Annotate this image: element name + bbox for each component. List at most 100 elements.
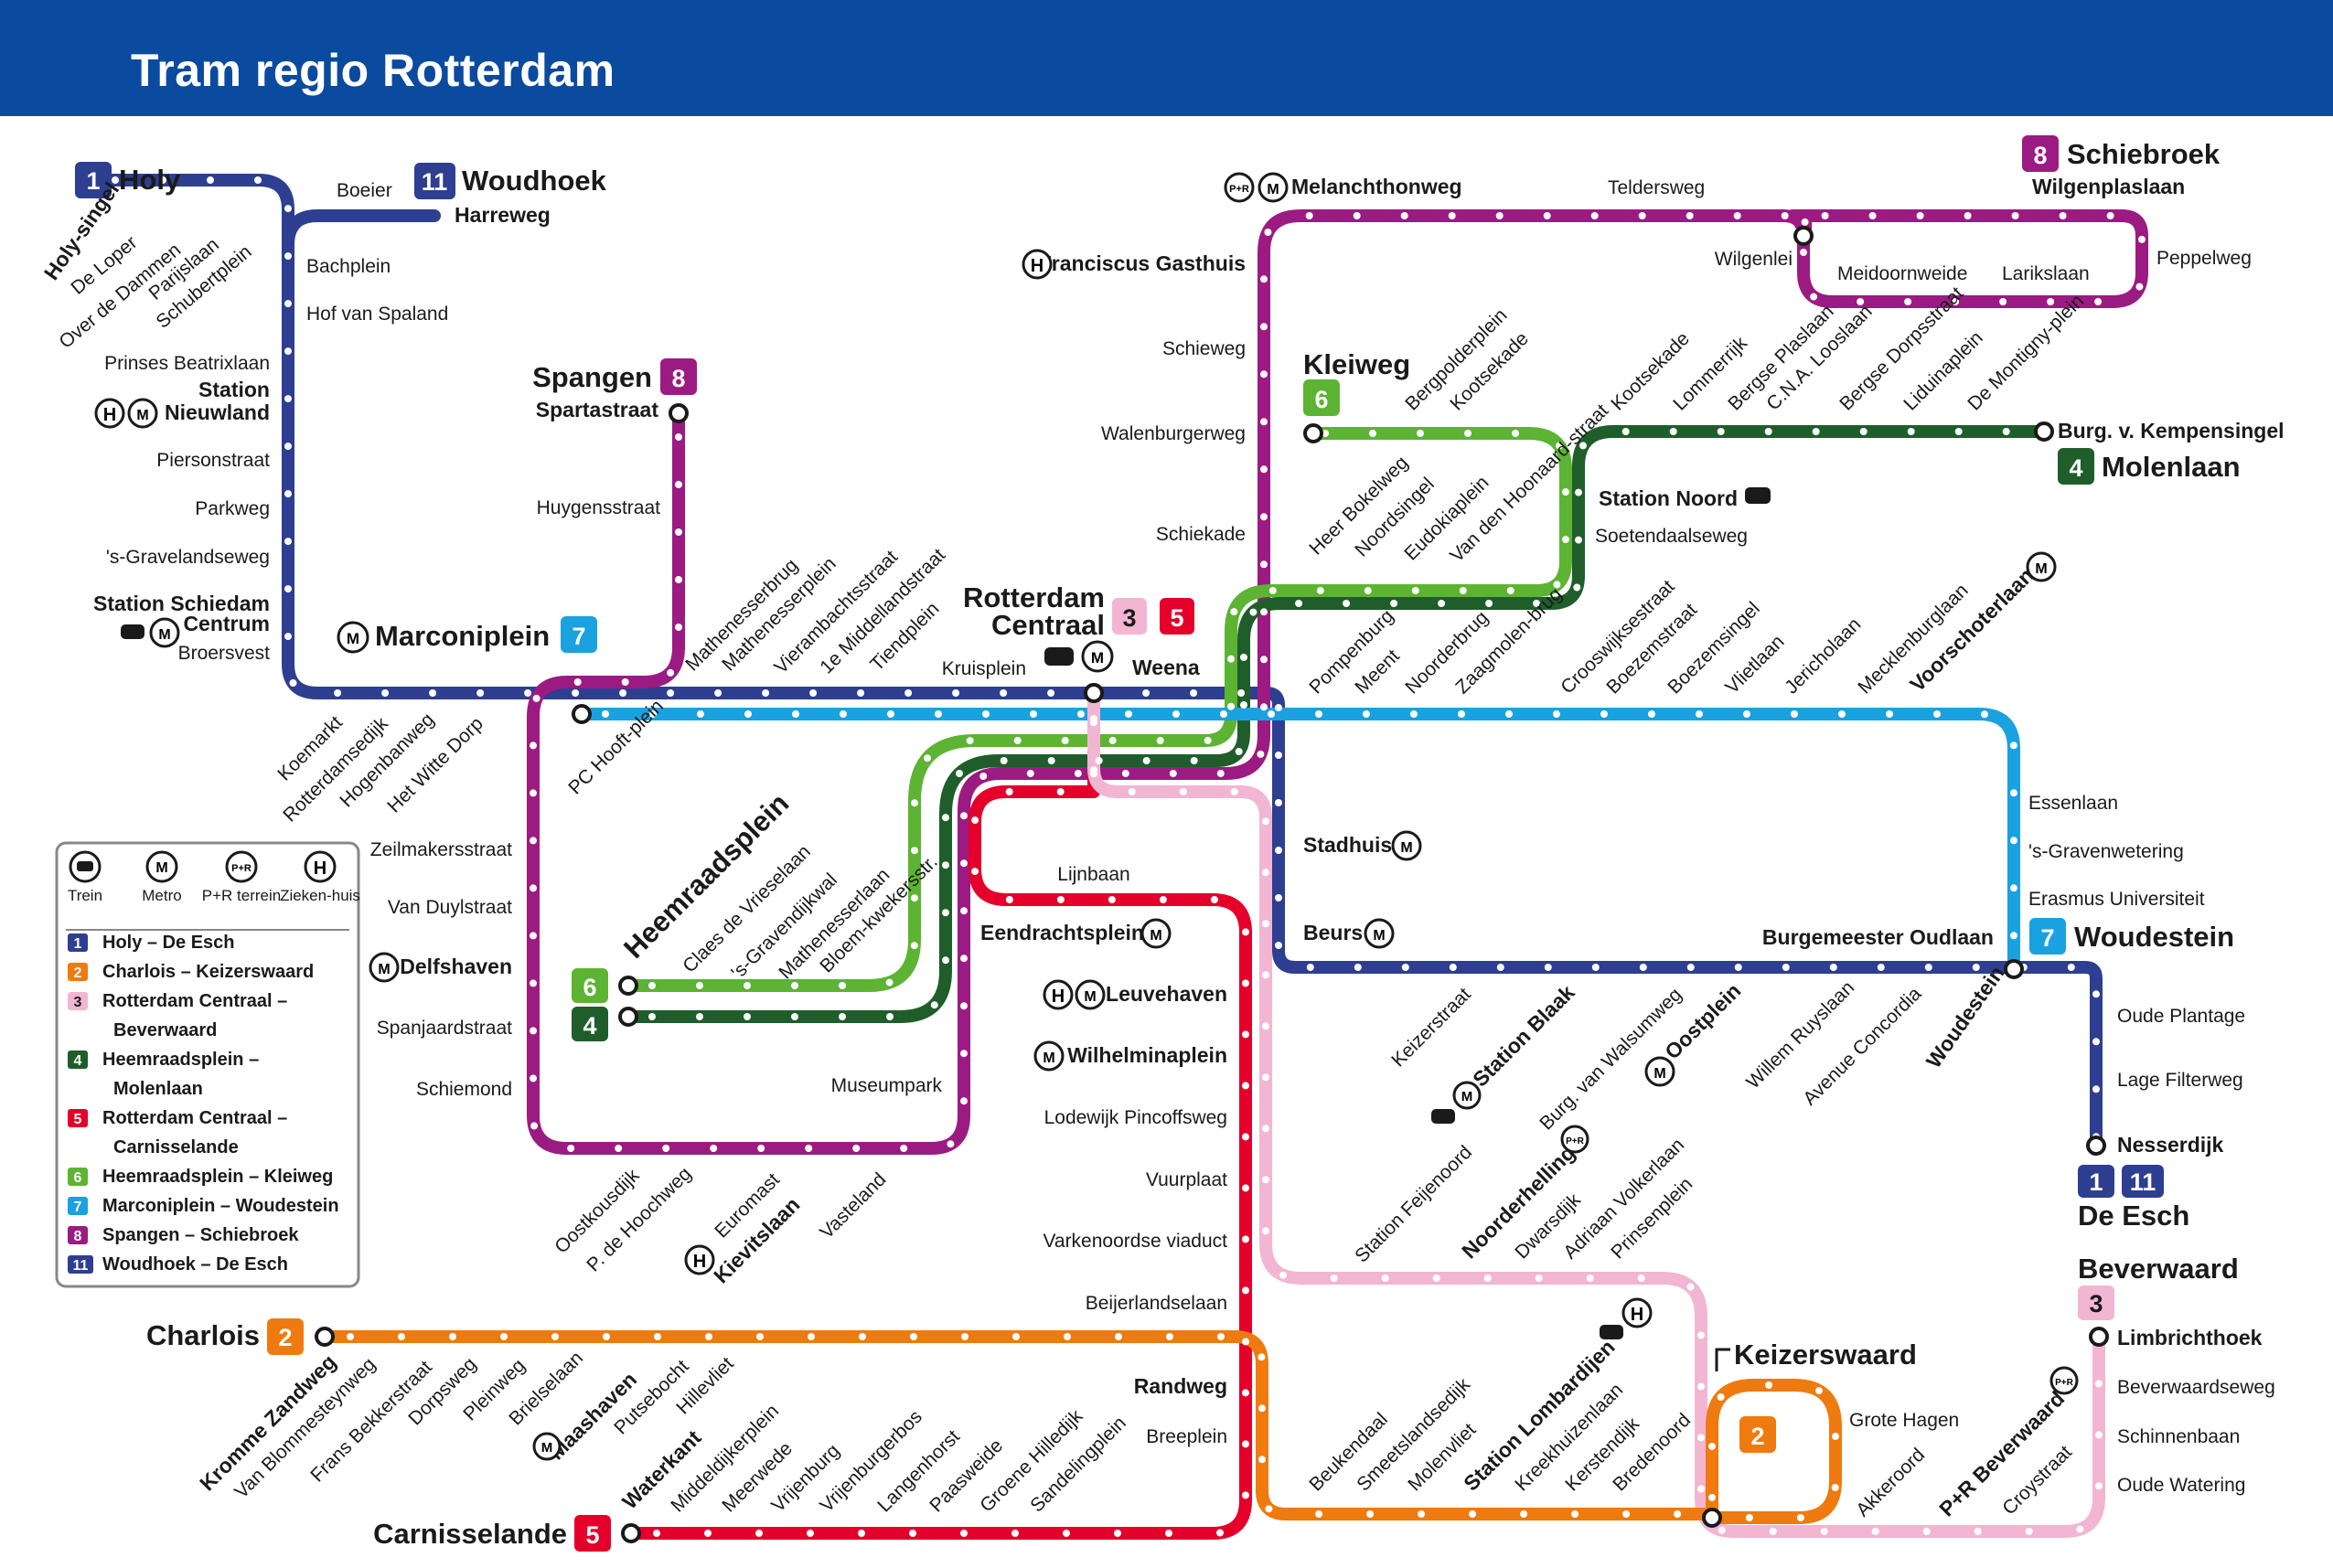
station-parkweg[interactable]: Parkweg bbox=[195, 498, 270, 519]
station-walenburgerweg[interactable]: Walenburgerweg bbox=[1101, 423, 1246, 444]
terminal-stop[interactable] bbox=[2004, 959, 2024, 979]
station-franciscus-gasthuis[interactable]: Franciscus Gasthuis bbox=[1039, 251, 1246, 275]
badge-marconiplein[interactable]: Marconiplein 7 bbox=[375, 616, 597, 653]
station-varkenoordse-viaduct[interactable]: Varkenoordse viaduct bbox=[1043, 1231, 1227, 1252]
station-s-gravenwetering[interactable]: 's-Gravenwetering bbox=[2028, 841, 2184, 862]
station-schieweg[interactable]: Schieweg bbox=[1162, 338, 1246, 359]
badge-carnisselande[interactable]: Carnisselande 5 bbox=[373, 1515, 611, 1552]
station-bachplein[interactable]: Bachplein bbox=[306, 256, 391, 277]
station-essenlaan[interactable]: Essenlaan bbox=[2028, 793, 2118, 814]
station-schiedam-2[interactable]: Centrum bbox=[183, 612, 270, 635]
station-beijerlandselaan[interactable]: Beijerlandselaan bbox=[1086, 1293, 1227, 1314]
station-stadhuis[interactable]: Stadhuis bbox=[1303, 833, 1392, 857]
station-wilhelminaplein[interactable]: Wilhelminaplein bbox=[1067, 1043, 1227, 1067]
station-schiekade[interactable]: Schiekade bbox=[1156, 524, 1246, 545]
badge-charlois[interactable]: Charlois 2 bbox=[146, 1318, 304, 1355]
station-het-witte-dorp[interactable]: Het Witte Dorp bbox=[383, 713, 487, 817]
station-breeplein[interactable]: Breeplein bbox=[1146, 1426, 1227, 1447]
station-piersonstraat[interactable]: Piersonstraat bbox=[156, 450, 270, 471]
station-limbrichthoek[interactable]: Limbrichthoek bbox=[2117, 1326, 2263, 1349]
terminal-stop[interactable] bbox=[1793, 226, 1814, 246]
terminal-stop[interactable] bbox=[618, 976, 638, 996]
station-larikslaan[interactable]: Larikslaan bbox=[2002, 263, 2090, 284]
station-akkeroord[interactable]: Akkeroord bbox=[1852, 1445, 1929, 1521]
badge-beverwaard[interactable]: Beverwaard 3 bbox=[2078, 1253, 2239, 1320]
station-s-gravelandseweg[interactable]: 's-Gravelandseweg bbox=[106, 547, 270, 568]
station-eendrachtsplein[interactable]: Eendrachtsplein bbox=[980, 921, 1144, 944]
station-randweg[interactable]: Randweg bbox=[1134, 1374, 1227, 1398]
badge-kleiweg[interactable]: Kleiweg 6 bbox=[1303, 348, 1410, 416]
station-lage-filterweg[interactable]: Lage Filterweg bbox=[2117, 1070, 2243, 1091]
stop-dot bbox=[1573, 583, 1581, 592]
station-spartastraat[interactable]: Spartastraat bbox=[536, 398, 659, 421]
station-woudestein-stop[interactable]: Woudestein bbox=[1921, 962, 2009, 1072]
badge-rotterdam-centraal[interactable]: Rotterdam Centraal 3 5 bbox=[963, 581, 1194, 641]
station-schinnenbaan[interactable]: Schinnenbaan bbox=[2117, 1426, 2240, 1447]
terminal-stop[interactable] bbox=[2086, 1136, 2106, 1156]
station-weena[interactable]: Weena bbox=[1132, 656, 1200, 679]
station-keizerstraat[interactable]: Keizerstraat bbox=[1387, 984, 1475, 1072]
station-harreweg[interactable]: Harreweg bbox=[455, 203, 551, 227]
badge-keizerswaard[interactable]: Keizerswaard 2 bbox=[1715, 1339, 1917, 1453]
station-beverwaardseweg[interactable]: Beverwaardseweg bbox=[2117, 1377, 2275, 1398]
terminal-stop[interactable] bbox=[669, 403, 689, 423]
station-nesserdijk[interactable]: Nesserdijk bbox=[2117, 1133, 2224, 1157]
terminal-stop[interactable] bbox=[621, 1523, 641, 1543]
station-erasmus-universiteit[interactable]: Erasmus Universiteit bbox=[2028, 889, 2205, 910]
badge-woudhoek[interactable]: 11 Woudhoek bbox=[414, 163, 607, 199]
badge-woudestein[interactable]: 7 Woudestein bbox=[2029, 918, 2234, 955]
station-hof-van-spaland[interactable]: Hof van Spaland bbox=[306, 304, 448, 325]
terminal-stop[interactable] bbox=[618, 1007, 638, 1027]
station-vasteland[interactable]: Vasteland bbox=[816, 1168, 890, 1243]
station-wilgenlei[interactable]: Wilgenlei bbox=[1715, 249, 1793, 270]
station-wilgenplaslaan[interactable]: Wilgenplaslaan bbox=[2032, 175, 2185, 198]
terminal-stop[interactable] bbox=[1702, 1508, 1722, 1528]
station-lijnbaan[interactable]: Lijnbaan bbox=[1057, 864, 1129, 885]
station-melanchthonweg[interactable]: Melanchthonweg bbox=[1291, 175, 1462, 198]
station-prinses-beatrixlaan[interactable]: Prinses Beatrixlaan bbox=[104, 353, 270, 374]
station-schiedam-1[interactable]: Station Schiedam bbox=[93, 592, 270, 615]
station-oude-watering[interactable]: Oude Watering bbox=[2117, 1475, 2245, 1496]
station-jericholaan[interactable]: Jericholaan bbox=[1781, 613, 1865, 698]
station-schiemond[interactable]: Schiemond bbox=[416, 1079, 512, 1100]
terminal-stop[interactable] bbox=[2034, 421, 2054, 442]
badge-holy[interactable]: 1 Holy bbox=[75, 162, 181, 198]
station-kruisplein[interactable]: Kruisplein bbox=[942, 658, 1026, 679]
station-van-duylstraat[interactable]: Van Duylstraat bbox=[388, 897, 512, 918]
terminal-stop[interactable] bbox=[1303, 423, 1323, 443]
station-teldersweg[interactable]: Teldersweg bbox=[1608, 177, 1705, 198]
station-delfshaven[interactable]: Delfshaven bbox=[400, 955, 512, 978]
station-spanjaardstraat[interactable]: Spanjaardstraat bbox=[377, 1018, 512, 1039]
station-lodewijk-pincoffsweg[interactable]: Lodewijk Pincoffsweg bbox=[1044, 1107, 1227, 1128]
station-station-feijenoord[interactable]: Station Feijenoord bbox=[1351, 1142, 1476, 1267]
badge-spangen[interactable]: Spangen 8 bbox=[532, 358, 697, 395]
terminal-stop[interactable] bbox=[1084, 683, 1104, 703]
station-vuurplaat[interactable]: Vuurplaat bbox=[1146, 1169, 1227, 1190]
station-meidoornweide[interactable]: Meidoornweide bbox=[1837, 263, 1967, 284]
station-zeilmakersstraat[interactable]: Zeilmakersstraat bbox=[370, 839, 512, 860]
station-huygensstraat[interactable]: Huygensstraat bbox=[537, 497, 661, 518]
badge-molenlaan[interactable]: 4 Molenlaan bbox=[2058, 448, 2241, 485]
station-boeier[interactable]: Boeier bbox=[337, 180, 392, 201]
terminal-stop[interactable] bbox=[572, 704, 592, 724]
station-beurs[interactable]: Beurs bbox=[1303, 921, 1363, 944]
station-burg-v-kempensingel[interactable]: Burg. v. Kempensingel bbox=[2058, 419, 2285, 443]
station-station-blaak[interactable]: Station Blaak bbox=[1468, 980, 1579, 1092]
station-grote-hagen[interactable]: Grote Hagen bbox=[1849, 1410, 1959, 1431]
station-broersvest[interactable]: Broersvest bbox=[178, 643, 271, 664]
station-oude-plantage[interactable]: Oude Plantage bbox=[2117, 1006, 2245, 1027]
badge-de-esch[interactable]: 1 11 De Esch bbox=[2078, 1165, 2189, 1232]
station-de-montignyplein[interactable]: De Montigny-plein bbox=[1964, 291, 2088, 415]
station-soetendaalseweg[interactable]: Soetendaalseweg bbox=[1595, 526, 1748, 547]
terminal-stop[interactable] bbox=[2089, 1327, 2109, 1347]
station-museumpark[interactable]: Museumpark bbox=[831, 1075, 943, 1096]
station-burgemeester-oudlaan[interactable]: Burgemeester Oudlaan bbox=[1762, 925, 1994, 949]
station-leuvehaven[interactable]: Leuvehaven bbox=[1106, 982, 1227, 1006]
station-peppelweg[interactable]: Peppelweg bbox=[2156, 248, 2252, 269]
badge-schiebroek[interactable]: 8 Schiebroek bbox=[2022, 135, 2221, 172]
badge-heemraadsplein[interactable]: 6 4 Heemraadsplein bbox=[572, 787, 795, 1041]
station-station-noord[interactable]: Station Noord bbox=[1599, 486, 1738, 510]
terminal-stop[interactable] bbox=[315, 1327, 335, 1347]
station-nieuwland-1[interactable]: Station bbox=[198, 378, 270, 401]
station-nieuwland-2[interactable]: Nieuwland bbox=[165, 400, 270, 424]
